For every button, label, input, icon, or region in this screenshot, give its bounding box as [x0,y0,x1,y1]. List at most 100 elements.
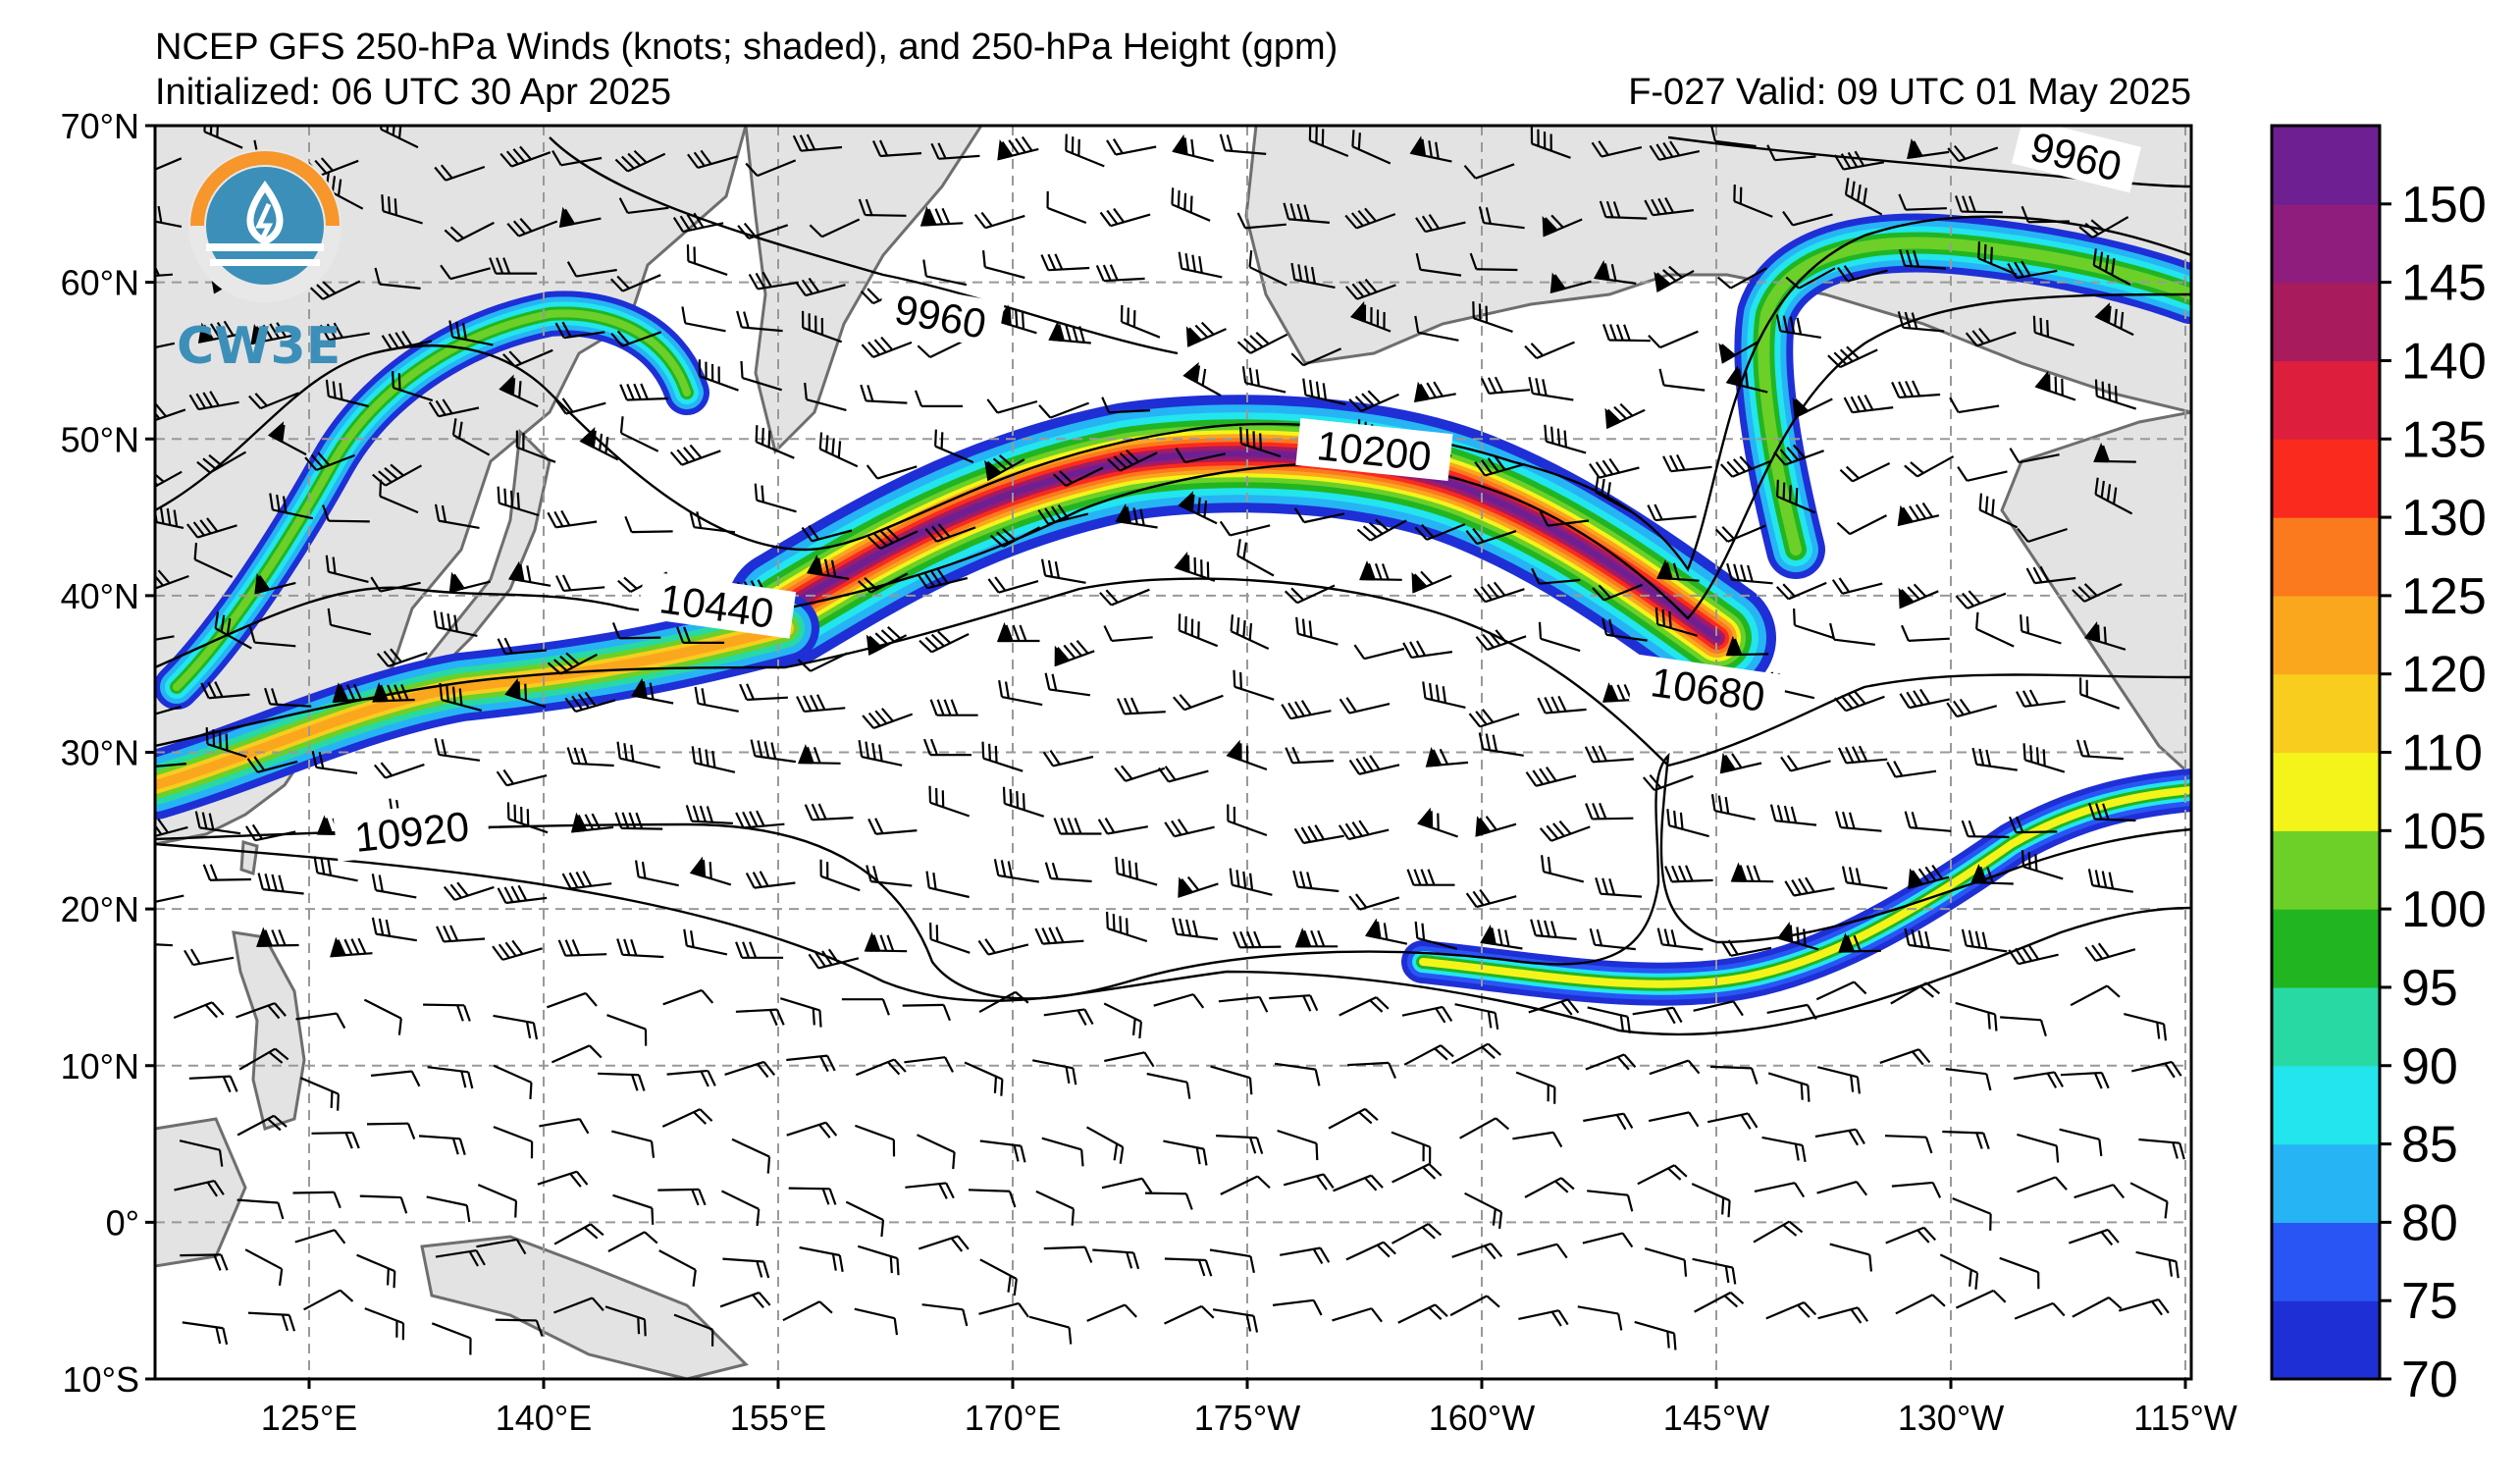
wind-barb [2009,816,2058,834]
wind-barb [1775,581,1827,601]
wind-barb [1053,818,1102,835]
wind-barb [373,762,425,779]
wind-barb [444,221,495,242]
wind-barb [363,998,402,1035]
wind-barb [860,384,908,404]
wind-barb [1209,1248,1255,1274]
wind-barb [1587,1006,1631,1033]
wind-barb [1978,493,2019,529]
wind-barb [493,1014,539,1040]
wind-barb [371,874,417,899]
wind-barb [928,785,971,818]
wind-barb [1042,750,1094,768]
wind-barb [1829,1243,1873,1272]
wind-barb [1414,523,1466,541]
wind-barb [872,139,922,158]
wind-barb [1835,811,1882,832]
wind-barb [1765,1300,1817,1320]
wind-barb [735,810,785,829]
wind-barb [1415,214,1466,234]
wind-barb [925,871,970,899]
wind-barb [721,1190,761,1227]
wind-barb [740,360,783,392]
wind-barb [922,259,968,287]
init-time: Initialized: 06 UTC 30 Apr 2025 [155,72,671,113]
wind-barb [564,691,616,714]
wind-barb [1955,1289,2007,1309]
wind-barb [606,1014,648,1046]
wind-barb [1101,397,1151,414]
wind-barb [1095,264,1145,283]
wind-barb [497,486,540,517]
wind-barb [332,682,376,703]
wind-barb [658,1249,697,1287]
wind-barb [1414,315,1459,342]
wind-barb [440,264,491,281]
wind-barb [797,652,849,672]
wind-barb [986,398,1038,414]
wind-barb [1146,1072,1191,1099]
wind-barb [687,149,738,170]
wind-barb [1449,1295,1500,1317]
wind-barb [1241,366,1286,394]
wind-barb [1947,145,1999,163]
wind-barb [1338,820,1390,841]
wind-barb [661,1108,713,1128]
wind-barb [1769,804,1817,826]
wind-barb [1836,265,1888,283]
wind-barb [2088,802,2136,822]
wind-barb [372,682,415,703]
wind-barb [1230,614,1270,650]
wind-barb [1879,1048,1931,1066]
wind-barb [1899,688,1950,710]
wind-barb [1970,864,2014,885]
wind-barb [1595,876,1643,898]
wind-barb [1229,868,1273,896]
wind-barb [418,1135,466,1156]
wind-barb [2129,1182,2169,1219]
wind-barb [724,1060,776,1079]
wind-barb [257,873,304,895]
wind-barb [1233,930,1282,949]
wind-barb [922,738,971,757]
wind-barb [244,823,296,842]
wind-barb [1101,1177,1153,1193]
wind-barb [1365,918,1408,945]
wind-barb [1417,807,1458,838]
wind-barb [1164,819,1215,838]
wind-barb [2070,984,2121,1007]
wind-barb [1542,214,1583,238]
wind-barb [496,768,548,787]
wind-barb [1172,133,1214,163]
wind-barb [1601,617,1648,642]
wind-barb [1028,1315,1073,1345]
wind-barb [434,738,481,762]
cw3e-logo-icon [188,149,341,302]
map-axes: 70°N 60°N 50°N 40°N 30°N 20°N 10°N 0° 10°S 125°E 1… [61,106,2237,1438]
colorbar-swatch [2272,126,2380,205]
wind-barb [2000,1016,2047,1037]
colorbar-swatch [2272,282,2380,362]
jet-core-central-pacific [726,395,1776,697]
colorbar-swatch [2272,595,2380,675]
wind-barb [174,1179,225,1197]
wind-barb [372,463,423,487]
wind-barb [1775,314,1821,339]
wind-barb [1583,1112,1634,1131]
wind-barb [905,1182,955,1199]
wind-barb [1397,1303,1448,1324]
wind-barb [566,261,617,278]
wind-barb [1478,206,1525,230]
wind-barb [1594,475,1633,513]
wind-barb [1766,1003,1817,1021]
wind-barb [1904,927,1950,952]
wind-barb [1144,1192,1193,1210]
philippines [232,930,306,1131]
wind-barb [973,211,1025,230]
wind-barb [1040,558,1086,584]
wind-barb [311,1131,360,1149]
wind-barb [1525,766,1577,787]
wind-barb [795,277,846,297]
height-contour-10440 [155,292,2191,669]
wind-barb [1837,745,1888,765]
